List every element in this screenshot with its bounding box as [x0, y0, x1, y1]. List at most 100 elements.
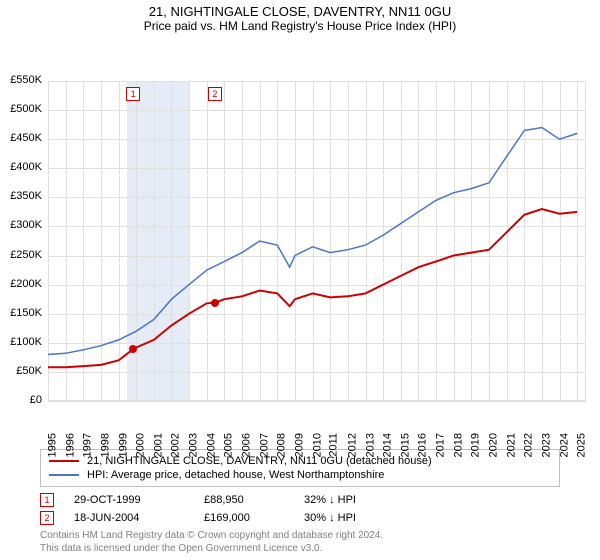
- gridline-v: [189, 81, 190, 401]
- sale-row-marker: 1: [40, 493, 54, 507]
- sale-price: £88,950: [204, 494, 284, 506]
- x-tick-label: 2002: [170, 433, 182, 457]
- sale-price: £169,000: [204, 512, 284, 524]
- footer-line2: This data is licensed under the Open Gov…: [40, 542, 560, 555]
- sale-marker: 1: [126, 87, 140, 101]
- gridline-v: [154, 81, 155, 401]
- y-tick-label: £100K: [0, 336, 42, 348]
- sale-row-marker: 2: [40, 511, 54, 525]
- y-tick-label: £200K: [0, 278, 42, 290]
- x-tick-label: 1996: [64, 433, 76, 457]
- gridline-v: [313, 81, 314, 401]
- x-tick-label: 2021: [505, 433, 517, 457]
- gridline-h: [48, 168, 586, 169]
- gridline-h: [48, 226, 586, 227]
- gridline-h: [48, 343, 586, 344]
- legend-swatch: [49, 474, 79, 476]
- x-tick-label: 2011: [328, 433, 340, 457]
- y-tick-label: £350K: [0, 190, 42, 202]
- gridline-v: [224, 81, 225, 401]
- sale-date: 18-JUN-2004: [74, 512, 184, 524]
- footer: Contains HM Land Registry data © Crown c…: [40, 529, 560, 555]
- chart-area: £0£50K£100K£150K£200K£250K£300K£350K£400…: [0, 39, 600, 441]
- sale-diff: 32% ↓ HPI: [304, 494, 394, 506]
- gridline-v: [101, 81, 102, 401]
- gridline-h: [48, 285, 586, 286]
- gridline-v: [330, 81, 331, 401]
- gridline-v: [119, 81, 120, 401]
- x-tick-label: 1995: [46, 433, 58, 457]
- gridline-h: [48, 197, 586, 198]
- y-tick-label: £550K: [0, 74, 42, 86]
- x-tick-label: 2001: [152, 433, 164, 457]
- gridline-h: [48, 372, 586, 373]
- x-tick-label: 2000: [135, 433, 147, 457]
- legend-swatch: [49, 460, 79, 462]
- x-tick-label: 2004: [205, 433, 217, 457]
- gridline-v: [436, 81, 437, 401]
- sale-point: [211, 299, 219, 307]
- legend-label: HPI: Average price, detached house, West…: [87, 469, 384, 481]
- y-tick-label: £0: [0, 394, 42, 406]
- y-tick-label: £400K: [0, 161, 42, 173]
- x-tick-label: 2005: [223, 433, 235, 457]
- chart-subtitle: Price paid vs. HM Land Registry's House …: [0, 19, 600, 33]
- gridline-v: [207, 81, 208, 401]
- y-tick-label: £450K: [0, 132, 42, 144]
- gridline-v: [171, 81, 172, 401]
- x-tick-label: 1999: [117, 433, 129, 457]
- gridline-v: [471, 81, 472, 401]
- x-tick-label: 2006: [241, 433, 253, 457]
- gridline-v: [560, 81, 561, 401]
- gridline-v: [507, 81, 508, 401]
- gridline-v: [242, 81, 243, 401]
- legend-row: HPI: Average price, detached house, West…: [49, 468, 551, 482]
- footer-line1: Contains HM Land Registry data © Crown c…: [40, 529, 560, 542]
- x-tick-label: 2010: [311, 433, 323, 457]
- x-tick-label: 2012: [346, 433, 358, 457]
- x-tick-label: 2020: [487, 433, 499, 457]
- x-tick-label: 2007: [258, 433, 270, 457]
- gridline-v: [418, 81, 419, 401]
- gridline-v: [295, 81, 296, 401]
- x-tick-label: 2003: [188, 433, 200, 457]
- chart-title: 21, NIGHTINGALE CLOSE, DAVENTRY, NN11 0G…: [0, 0, 600, 19]
- x-tick-label: 2008: [276, 433, 288, 457]
- gridline-h: [48, 401, 586, 402]
- x-tick-label: 2013: [364, 433, 376, 457]
- gridline-h: [48, 256, 586, 257]
- gridline-v: [454, 81, 455, 401]
- x-tick-label: 2018: [452, 433, 464, 457]
- gridline-h: [48, 81, 586, 82]
- x-tick-label: 1998: [99, 433, 111, 457]
- x-tick-label: 2025: [576, 433, 588, 457]
- x-tick-label: 2009: [293, 433, 305, 457]
- sales-table: 129-OCT-1999£88,95032% ↓ HPI218-JUN-2004…: [40, 491, 560, 527]
- x-tick-label: 2024: [558, 433, 570, 457]
- x-tick-label: 1997: [82, 433, 94, 457]
- gridline-h: [48, 314, 586, 315]
- y-tick-label: £300K: [0, 219, 42, 231]
- gridline-v: [48, 81, 49, 401]
- gridline-h: [48, 110, 586, 111]
- y-tick-label: £150K: [0, 307, 42, 319]
- gridline-v: [83, 81, 84, 401]
- gridline-v: [136, 81, 137, 401]
- gridline-v: [260, 81, 261, 401]
- x-tick-label: 2017: [435, 433, 447, 457]
- x-tick-label: 2022: [523, 433, 535, 457]
- gridline-v: [366, 81, 367, 401]
- sale-marker: 2: [208, 87, 222, 101]
- gridline-v: [577, 81, 578, 401]
- sale-diff: 30% ↓ HPI: [304, 512, 394, 524]
- gridline-v: [542, 81, 543, 401]
- gridline-v: [66, 81, 67, 401]
- x-tick-label: 2023: [540, 433, 552, 457]
- gridline-v: [348, 81, 349, 401]
- x-tick-label: 2016: [417, 433, 429, 457]
- sale-row: 129-OCT-1999£88,95032% ↓ HPI: [40, 491, 560, 509]
- sale-row: 2 18-JUN-2004 £169,000 30% ↓ HPI: [40, 509, 560, 527]
- x-tick-label: 2014: [382, 433, 394, 457]
- plot-area: [48, 81, 586, 401]
- gridline-v: [277, 81, 278, 401]
